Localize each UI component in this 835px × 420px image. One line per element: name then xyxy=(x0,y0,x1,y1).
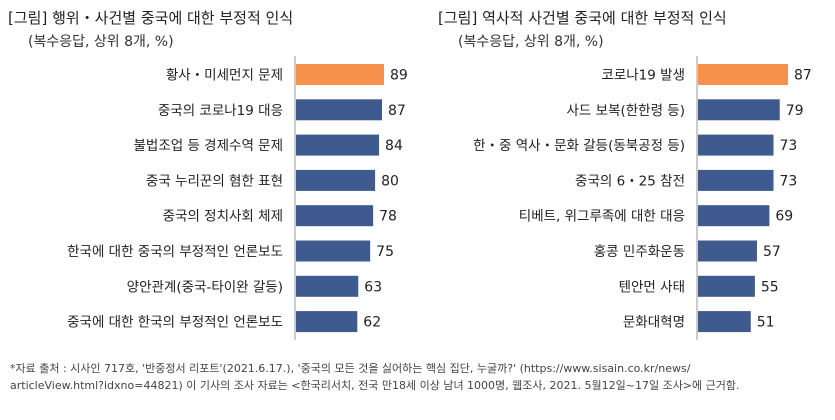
value-label: 63 xyxy=(364,279,382,295)
category-label: 한국에 대한 중국의 부정적인 언론보도 xyxy=(67,244,283,260)
right-chart-panel: [그림] 역사적 사건별 중국에 대한 부정적 인식 (복수응답, 상위 8개,… xyxy=(430,0,835,350)
category-label: 중국에 대한 한국의 부정적인 언론보도 xyxy=(67,315,283,331)
category-label: 홍콩 민주화운동 xyxy=(594,244,685,260)
bar xyxy=(296,64,384,85)
value-label: 55 xyxy=(761,279,779,295)
value-label: 73 xyxy=(780,138,798,154)
category-label: 중국의 코로나19 대응 xyxy=(158,103,283,119)
value-label: 87 xyxy=(794,68,812,84)
category-label: 텐안먼 사태 xyxy=(619,279,685,295)
bar xyxy=(698,169,774,191)
value-label: 62 xyxy=(363,315,381,331)
bar xyxy=(698,240,757,262)
value-label: 78 xyxy=(379,209,397,225)
left-bar-chart: 황사・미세먼지 문제 89 중국의 코로나19 대응 87 불법조업 등 경제수역 문제… xyxy=(67,56,408,341)
bar xyxy=(698,275,755,297)
category-label: 불법조업 등 경제수역 문제 xyxy=(134,138,284,154)
value-label: 57 xyxy=(763,244,781,260)
right-chart-title: [그림] 역사적 사건별 중국에 대한 부정적 인식 xyxy=(438,9,727,27)
footnote-line-1: *자료 출처 : 시사인 717호, '반중정서 리포트'(2021.6.17.… xyxy=(10,362,691,375)
bar xyxy=(296,240,371,262)
category-label: 중국 누리꾼의 혐한 표현 xyxy=(146,173,283,189)
bar xyxy=(698,311,751,333)
value-label: 80 xyxy=(381,173,399,189)
category-label: 문화대혁명 xyxy=(623,315,685,331)
bar xyxy=(698,134,774,156)
bar xyxy=(698,99,780,121)
value-label: 69 xyxy=(775,209,793,225)
bar xyxy=(296,134,380,156)
bar xyxy=(296,311,358,333)
left-chart-subtitle: (복수응답, 상위 8개, %) xyxy=(28,34,174,50)
footnote-line-2: articleView.html?idxno=44821) 이 기사의 조사 자… xyxy=(10,379,740,392)
category-label: 양안관계(중국-타이완 갈등) xyxy=(127,279,283,295)
right-chart-subtitle: (복수응답, 상위 8개, %) xyxy=(458,34,604,50)
bar xyxy=(698,205,770,227)
value-label: 89 xyxy=(390,68,408,84)
bar xyxy=(296,99,383,121)
category-label: 티베트, 위그루족에 대한 대응 xyxy=(519,209,685,225)
category-label: 사드 보복(한한령 등) xyxy=(567,103,685,119)
bar xyxy=(296,169,376,191)
value-label: 73 xyxy=(780,173,798,189)
category-label: 중국의 6・25 참전 xyxy=(575,173,685,189)
category-label: 중국의 정치사회 체제 xyxy=(163,209,283,225)
value-label: 87 xyxy=(388,103,406,119)
bar xyxy=(296,275,359,297)
bar xyxy=(296,205,374,227)
value-label: 84 xyxy=(385,138,403,154)
bar xyxy=(698,64,788,85)
value-label: 79 xyxy=(786,103,804,119)
value-label: 75 xyxy=(376,244,394,260)
left-chart-title: [그림] 행위・사건별 중국에 대한 부정적 인식 xyxy=(8,9,294,27)
category-label: 코로나19 발생 xyxy=(601,68,685,84)
value-label: 51 xyxy=(757,315,775,331)
category-label: 한・중 역사・문화 갈등(동북공정 등) xyxy=(473,138,685,154)
left-chart-panel: [그림] 행위・사건별 중국에 대한 부정적 인식 (복수응답, 상위 8개, … xyxy=(0,0,410,350)
source-footnote: *자료 출처 : 시사인 717호, '반중정서 리포트'(2021.6.17.… xyxy=(10,360,828,394)
category-label: 황사・미세먼지 문제 xyxy=(166,68,283,84)
right-bar-chart: 코로나19 발생 87 사드 보복(한한령 등) 79 한・중 역사・문화 갈등(동북공… xyxy=(473,56,812,341)
